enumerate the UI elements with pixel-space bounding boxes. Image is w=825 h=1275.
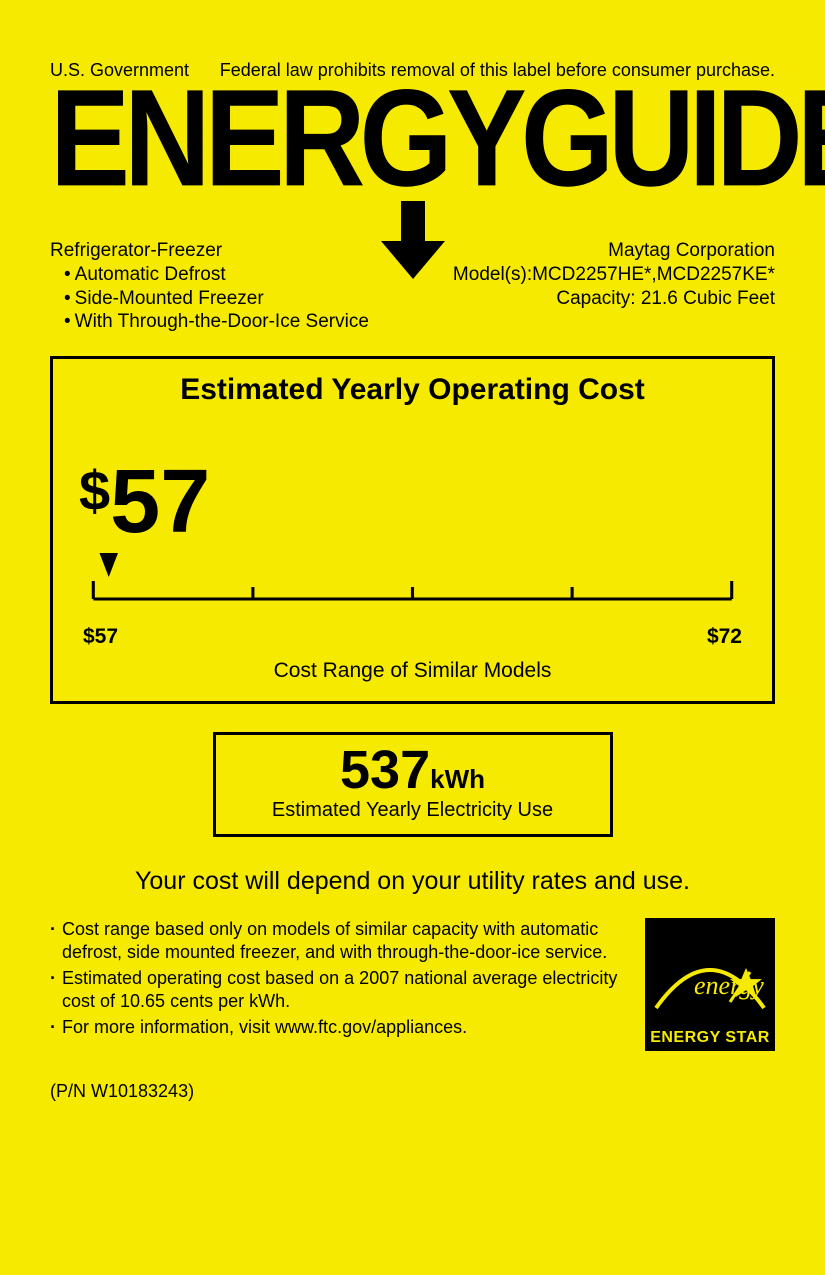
scale-caption: Cost Range of Similar Models — [83, 659, 742, 683]
bottom-row: Cost range based only on models of simil… — [50, 918, 775, 1051]
note-item: For more information, visit www.ftc.gov/… — [50, 1016, 627, 1039]
capacity: Capacity: 21.6 Cubic Feet — [453, 287, 775, 311]
notes: Cost range based only on models of simil… — [50, 918, 627, 1051]
manufacturer: Maytag Corporation — [453, 239, 775, 263]
cost-scale — [83, 551, 742, 621]
kwh-line: 537kWh — [226, 743, 600, 797]
scale-range: $57 $72 — [83, 625, 742, 649]
note-item: Cost range based only on models of simil… — [50, 918, 627, 965]
cost-value: $57 — [79, 457, 742, 547]
product-type-block: Refrigerator-Freezer Automatic Defrost S… — [50, 239, 369, 334]
down-arrow-icon — [373, 201, 453, 281]
kwh-value: 537 — [340, 740, 430, 800]
manufacturer-block: Maytag Corporation Model(s):MCD2257HE*,M… — [453, 239, 775, 334]
product-feature: Side-Mounted Freezer — [50, 287, 369, 311]
currency-symbol: $ — [79, 459, 110, 522]
product-feature: Automatic Defrost — [50, 263, 369, 287]
models: Model(s):MCD2257HE*,MCD2257KE* — [453, 263, 775, 287]
cost-title: Estimated Yearly Operating Cost — [83, 373, 742, 407]
logo: ENERGYGUIDE — [50, 83, 775, 179]
note-item: Estimated operating cost based on a 2007… — [50, 967, 627, 1014]
electricity-box: 537kWh Estimated Yearly Electricity Use — [213, 732, 613, 837]
scale-min: $57 — [83, 625, 118, 649]
energy-star-label: ENERGY STAR — [649, 1029, 771, 1047]
scale-max: $72 — [707, 625, 742, 649]
kwh-caption: Estimated Yearly Electricity Use — [226, 799, 600, 822]
scale-svg — [83, 551, 742, 621]
models-label: Model(s): — [453, 264, 532, 285]
depend-statement: Your cost will depend on your utility ra… — [50, 867, 775, 896]
energy-star-badge: energy ENERGY STAR — [645, 918, 775, 1051]
kwh-unit: kWh — [430, 764, 485, 794]
energy-star-icon: energy — [650, 924, 770, 1022]
logo-text: ENERGYGUIDE — [50, 83, 825, 193]
energy-script: energy — [694, 971, 764, 1000]
product-type: Refrigerator-Freezer — [50, 239, 369, 263]
models-value: MCD2257HE*,MCD2257KE* — [532, 264, 775, 285]
product-feature: With Through-the-Door-Ice Service — [50, 310, 369, 334]
cost-number: 57 — [110, 452, 210, 552]
part-number: (P/N W10183243) — [50, 1081, 775, 1102]
operating-cost-box: Estimated Yearly Operating Cost $57 $57 … — [50, 356, 775, 704]
